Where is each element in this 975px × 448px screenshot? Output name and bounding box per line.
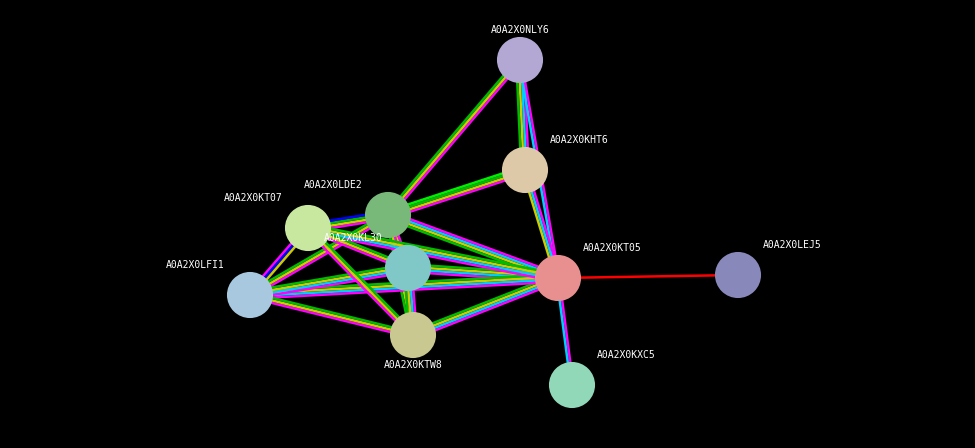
Text: A0A2X0KT07: A0A2X0KT07: [224, 193, 283, 203]
Circle shape: [391, 313, 435, 357]
Circle shape: [386, 246, 430, 290]
Text: A0A2X0KL30: A0A2X0KL30: [325, 233, 383, 243]
Text: A0A2X0NLY6: A0A2X0NLY6: [490, 25, 549, 35]
Circle shape: [228, 273, 272, 317]
Circle shape: [503, 148, 547, 192]
Text: A0A2X0KXC5: A0A2X0KXC5: [597, 350, 656, 360]
Circle shape: [286, 206, 330, 250]
Circle shape: [498, 38, 542, 82]
Circle shape: [716, 253, 760, 297]
Text: A0A2X0KTW8: A0A2X0KTW8: [383, 360, 443, 370]
Text: A0A2X0LFI1: A0A2X0LFI1: [167, 260, 225, 270]
Text: A0A2X0LEJ5: A0A2X0LEJ5: [763, 240, 822, 250]
Text: A0A2X0LDE2: A0A2X0LDE2: [304, 180, 363, 190]
Text: A0A2X0KHT6: A0A2X0KHT6: [550, 135, 608, 145]
Text: A0A2X0KT05: A0A2X0KT05: [583, 243, 642, 253]
Circle shape: [550, 363, 594, 407]
Circle shape: [366, 193, 410, 237]
Circle shape: [536, 256, 580, 300]
